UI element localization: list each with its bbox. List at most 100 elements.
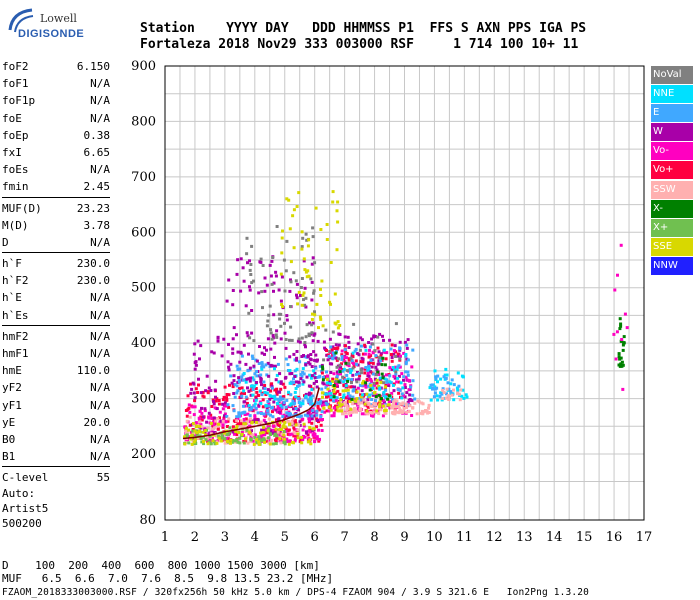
echo-point [295,293,298,297]
echo-point [345,408,349,412]
echo-point [360,397,364,401]
echo-point [359,344,363,348]
echo-point [402,351,406,355]
echo-point [271,415,275,419]
echo-point [195,423,199,427]
echo-point [384,388,388,392]
echo-point [377,356,381,360]
echo-point [390,359,394,363]
echo-point [384,409,388,412]
echo-point [242,434,246,438]
echo-point [323,346,327,350]
param-label: foF2 [2,60,29,73]
echo-point [296,414,300,418]
echo-point [304,270,308,274]
echo-point [195,431,199,435]
echo-point [411,348,415,352]
echo-point [239,422,243,426]
echo-point [451,392,455,396]
echo-point [241,373,245,377]
echo-point [328,382,332,386]
echo-point [271,255,275,259]
echo-point [357,408,361,412]
echo-point [455,386,459,390]
echo-point [231,351,235,355]
echo-point [318,418,322,422]
echo-point [280,395,284,399]
echo-point [615,330,619,334]
echo-point [309,398,313,402]
echo-point [306,355,310,359]
echo-point [279,337,283,341]
echo-point [302,380,306,384]
echo-point [233,383,237,387]
echo-point [198,423,202,427]
param-row: yE 20.0 [2,414,110,431]
echo-point [356,403,360,407]
echo-point [301,293,305,297]
echo-point [313,313,317,317]
echo-point [340,362,343,366]
echo-point [404,402,408,406]
echo-point [370,358,374,362]
echo-point [397,364,401,368]
echo-point [334,378,338,382]
echo-point [371,350,375,354]
echo-point [309,438,313,442]
plot-frame [164,65,645,521]
echo-point [227,278,231,282]
echo-point [286,369,290,372]
echo-point [283,440,287,444]
echo-point [283,376,287,380]
echo-point [263,433,267,437]
echo-point [427,411,431,414]
param-divider [2,252,110,254]
echo-point [322,403,326,407]
echo-point [301,436,305,440]
echo-point [335,370,339,374]
trace-layer [182,387,320,440]
echo-point [267,313,271,317]
echo-point [359,395,363,399]
echo-point [317,398,321,402]
echo-point [247,432,251,436]
echo-point [210,430,214,434]
echo-point [244,362,248,366]
echo-point [406,373,410,377]
echo-point [391,398,395,402]
echo-point [294,413,298,417]
echo-point [327,383,331,386]
echo-point [306,433,310,437]
echo-point [344,361,348,365]
echo-point [188,415,192,419]
echo-point [324,392,328,396]
echo-point [288,412,292,415]
echo-point [217,435,221,439]
param-value: N/A [90,347,110,360]
echo-point [311,321,315,325]
echo-point [278,434,282,438]
echo-point [342,380,346,384]
echo-point [420,401,424,405]
echo-point [205,374,209,378]
echo-point [403,386,407,389]
echo-point [198,424,202,428]
echo-point [256,438,260,442]
echo-point [331,353,335,357]
echo-point [342,393,346,397]
echo-point [370,365,374,369]
echo-point [375,386,379,390]
param-value: 20.0 [83,415,111,429]
echo-point [289,325,293,329]
echo-point [295,205,299,208]
echo-point [244,437,248,441]
echo-point [319,228,323,231]
echo-point [332,384,336,387]
echo-point [219,419,223,423]
echo-point [326,353,330,357]
echo-point [288,422,292,426]
echo-point [334,404,338,408]
echo-point [261,428,265,432]
echo-point [235,427,238,431]
echo-point [250,421,254,425]
